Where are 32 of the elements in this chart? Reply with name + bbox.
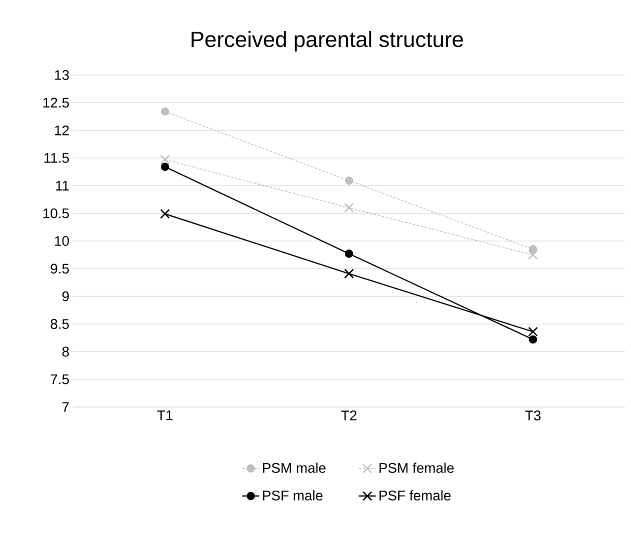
x-tick-label: T1 bbox=[157, 410, 172, 420]
y-tick-label: 11 bbox=[56, 180, 69, 190]
point bbox=[528, 335, 538, 344]
point bbox=[528, 326, 538, 337]
chart-title: Perceived parental structure bbox=[192, 31, 463, 52]
point bbox=[160, 162, 170, 171]
y-tick-label: 12.5 bbox=[43, 98, 69, 108]
point bbox=[528, 250, 538, 260]
legend-label: PSM male bbox=[263, 462, 326, 473]
legend-label: PSF female bbox=[380, 490, 451, 500]
point bbox=[344, 202, 354, 213]
x-tick-label: T3 bbox=[525, 410, 541, 420]
y-tick-label: 9.5 bbox=[50, 264, 69, 274]
y-tick-label: 11.5 bbox=[44, 153, 69, 163]
legend-label: PSM female bbox=[380, 462, 454, 473]
y-tick-label: 12 bbox=[55, 125, 69, 136]
point bbox=[160, 208, 170, 219]
y-tick-label: 13 bbox=[55, 70, 69, 80]
point bbox=[344, 250, 354, 258]
y-tick-label: 10.5 bbox=[43, 208, 69, 218]
y-tick-label: 10 bbox=[55, 236, 69, 246]
y-tick-label: 8.5 bbox=[50, 319, 69, 329]
y-tick-label: 7.5 bbox=[50, 374, 69, 384]
point bbox=[160, 154, 170, 165]
point bbox=[160, 107, 170, 116]
point bbox=[344, 176, 354, 185]
legend-label: PSF male bbox=[263, 490, 322, 500]
y-tick-label: 9 bbox=[62, 291, 69, 302]
x-tick-label: T2 bbox=[341, 410, 356, 420]
point bbox=[344, 268, 354, 279]
y-tick-label: 7 bbox=[62, 402, 69, 412]
y-tick-label: 8 bbox=[62, 346, 69, 357]
